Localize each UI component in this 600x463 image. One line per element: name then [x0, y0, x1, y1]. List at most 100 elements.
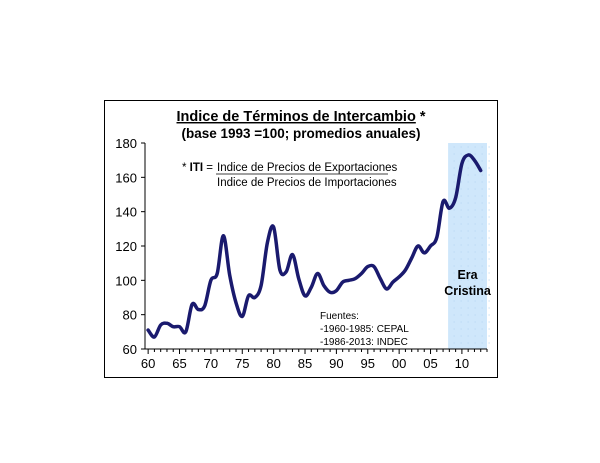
shaded-dot: [460, 195, 462, 197]
shaded-dot: [474, 195, 476, 197]
shaded-dot: [467, 188, 469, 190]
shaded-dot: [453, 174, 455, 176]
shaded-dot: [481, 188, 483, 190]
shaded-dot: [488, 265, 490, 267]
shaded-dot: [488, 209, 490, 211]
chart-svg: 60 80 100 120 140 160 180 60 65 70 75 80 85 90 95 00 05 1…: [115, 109, 492, 371]
shaded-dot: [460, 265, 462, 267]
shaded-dot: [488, 237, 490, 239]
shaded-dot: [460, 258, 462, 260]
shaded-dot: [467, 174, 469, 176]
shaded-dot: [467, 146, 469, 148]
shaded-dot: [460, 342, 462, 344]
shaded-dot: [481, 286, 483, 288]
shaded-dot: [453, 265, 455, 267]
y-tick-label: 160: [115, 170, 137, 185]
shaded-dot: [481, 216, 483, 218]
shaded-dot: [488, 188, 490, 190]
x-tick-label: 70: [204, 356, 218, 371]
shaded-dot: [460, 237, 462, 239]
shaded-dot: [453, 160, 455, 162]
shaded-dot: [488, 146, 490, 148]
shaded-dot: [467, 237, 469, 239]
shaded-dot: [481, 174, 483, 176]
shaded-dot: [474, 265, 476, 267]
shaded-dot: [460, 300, 462, 302]
shaded-dot: [460, 230, 462, 232]
shaded-dot: [474, 167, 476, 169]
shaded-dot: [488, 153, 490, 155]
shaded-dot: [474, 272, 476, 274]
shaded-dot: [467, 328, 469, 330]
shaded-dot: [453, 237, 455, 239]
shaded-dot: [481, 167, 483, 169]
shaded-dot: [474, 237, 476, 239]
shaded-dot: [481, 202, 483, 204]
shaded-dot: [467, 251, 469, 253]
shaded-dot: [481, 181, 483, 183]
shaded-dot: [474, 328, 476, 330]
shaded-dot: [467, 258, 469, 260]
shaded-dot: [481, 272, 483, 274]
shaded-dot: [460, 202, 462, 204]
y-tick-label: 80: [123, 308, 137, 323]
shaded-dot: [488, 223, 490, 225]
series-line: [146, 153, 483, 339]
y-tick-label: 120: [115, 239, 137, 254]
shaded-dot: [467, 293, 469, 295]
shaded-dot: [474, 146, 476, 148]
shaded-dot: [453, 272, 455, 274]
shaded-dot: [481, 307, 483, 309]
shaded-dot: [453, 251, 455, 253]
shaded-dot: [453, 342, 455, 344]
shaded-dot: [481, 230, 483, 232]
shaded-dot: [460, 188, 462, 190]
shaded-dot: [481, 195, 483, 197]
shaded-dot: [481, 265, 483, 267]
chart-subtitle: (base 1993 =100; promedios anuales): [182, 126, 421, 141]
shaded-dot: [453, 279, 455, 281]
shaded-dot: [488, 321, 490, 323]
shaded-dot: [481, 251, 483, 253]
shaded-dot: [467, 223, 469, 225]
shaded-dot: [460, 181, 462, 183]
shaded-dot: [467, 286, 469, 288]
shaded-dot: [481, 314, 483, 316]
chart-title: Indice de Términos de Intercambio *: [177, 109, 426, 125]
shaded-dot: [460, 223, 462, 225]
x-tick-label: 95: [361, 356, 375, 371]
shaded-dot: [488, 279, 490, 281]
shaded-dot: [467, 181, 469, 183]
shaded-dot: [460, 209, 462, 211]
shaded-dot: [481, 328, 483, 330]
shaded-dot: [467, 209, 469, 211]
shaded-dot: [467, 342, 469, 344]
shaded-dot: [453, 328, 455, 330]
shaded-dot: [453, 300, 455, 302]
shaded-dot: [474, 342, 476, 344]
shaded-dot: [474, 244, 476, 246]
shaded-dot: [460, 153, 462, 155]
shaded-dot: [453, 293, 455, 295]
shaded-dot: [488, 195, 490, 197]
chart-title-asterisk: *: [416, 109, 426, 125]
shaded-dot: [460, 293, 462, 295]
shaded-dot: [460, 146, 462, 148]
x-tick-label: 90: [329, 356, 343, 371]
x-tick-label: 65: [172, 356, 186, 371]
shaded-dot: [488, 174, 490, 176]
shaded-dot: [467, 314, 469, 316]
shaded-dot: [488, 202, 490, 204]
shaded-dot: [460, 251, 462, 253]
shaded-dot: [467, 216, 469, 218]
x-tick-label: 00: [392, 356, 406, 371]
shaded-dot: [453, 307, 455, 309]
x-tick-label: 60: [141, 356, 155, 371]
shaded-dot: [474, 202, 476, 204]
shaded-dot: [467, 307, 469, 309]
shaded-dot: [488, 335, 490, 337]
shaded-dot: [460, 244, 462, 246]
shaded-dot: [453, 244, 455, 246]
shaded-dot: [460, 272, 462, 274]
sources-heading: Fuentes:: [320, 311, 359, 322]
